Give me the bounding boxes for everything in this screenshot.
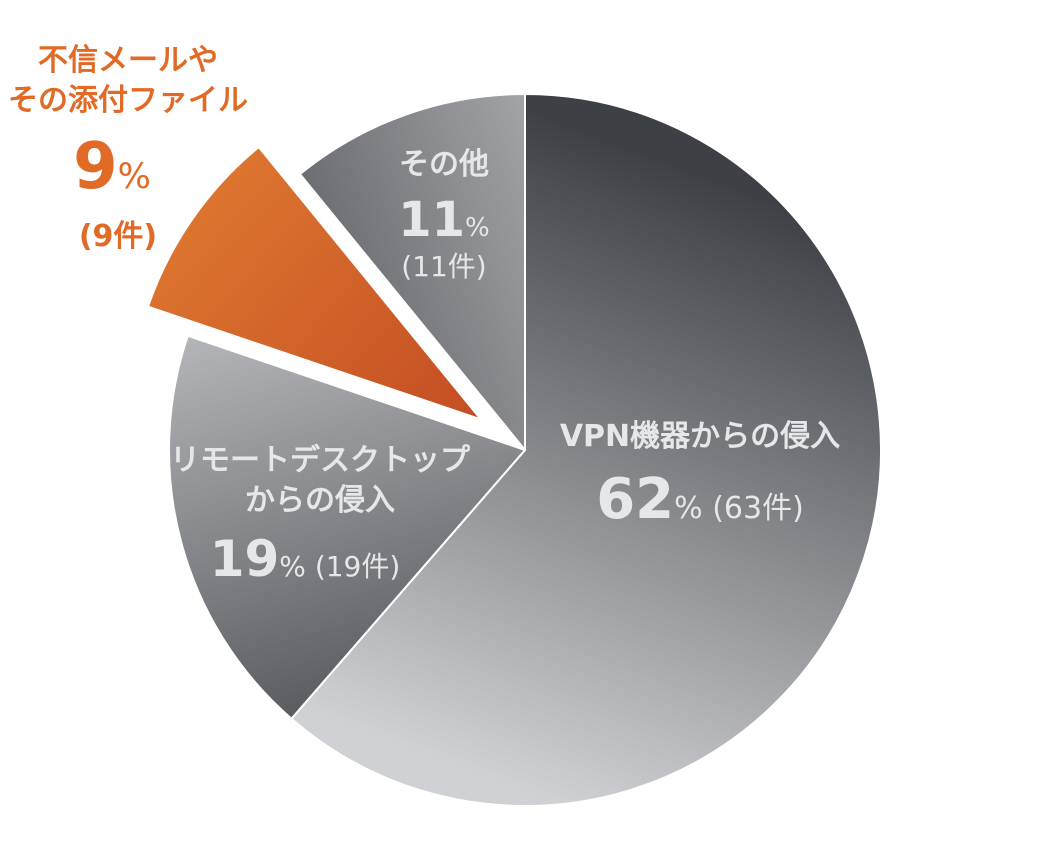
pie-slice-rdp (168, 334, 526, 720)
label-mail-name-2: その添付ファイル (8, 83, 248, 118)
pie-slices (144, 93, 882, 807)
label-vpn-name: VPN機器からの侵入 (560, 419, 840, 454)
label-rdp-name-2: からの侵入 (245, 483, 395, 518)
pie-slice-vpn (290, 93, 882, 807)
pie-slice-mail (144, 143, 486, 424)
label-rdp-name-1: リモートデスクトップ (170, 443, 471, 478)
pie-slice-other (298, 93, 526, 451)
label-other-count: (11件) (401, 250, 486, 283)
label-mail-pct: 9% (73, 130, 151, 204)
label-other-name: その他 (399, 147, 489, 182)
label-vpn-value: 62% (63件) (596, 467, 804, 532)
label-other-pct: 11% (398, 192, 490, 248)
label-mail-count: (9件) (79, 219, 157, 254)
label-mail-name-1: 不信メールや (38, 43, 218, 78)
label-rdp-value: 19% (19件) (210, 530, 401, 588)
